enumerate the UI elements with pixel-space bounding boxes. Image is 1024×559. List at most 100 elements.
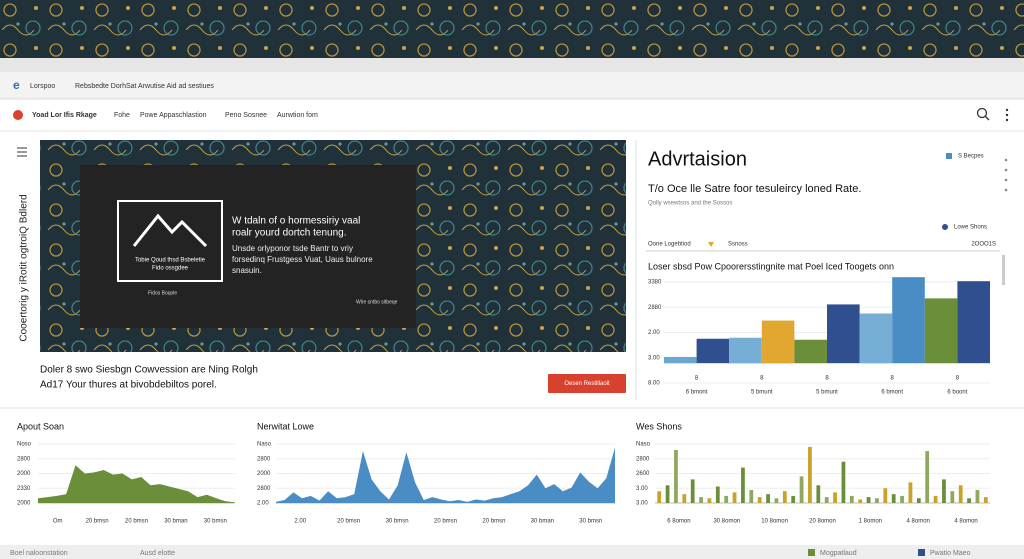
footer-bar <box>0 545 1024 559</box>
x-tick-top: 8 <box>825 376 829 382</box>
chart-title: Apout Soan <box>17 421 64 431</box>
nav-link[interactable]: Aurwtion fom <box>277 112 318 119</box>
x-tick-label: 6 boont <box>947 390 967 396</box>
nav-link[interactable]: Powe Appaschlastion <box>140 112 207 119</box>
badge-icon <box>946 153 952 159</box>
x-tick-top: 8 <box>760 376 764 382</box>
bar <box>833 492 837 503</box>
bar <box>957 281 990 363</box>
headline: roalr yourd dortch tenung. <box>232 228 347 239</box>
bar <box>827 304 860 363</box>
x-tick-top: 8 <box>956 376 960 382</box>
bar <box>892 277 925 363</box>
bar <box>699 497 703 503</box>
badge: S Becpes <box>958 154 984 160</box>
y-tick-label: 2600 <box>636 471 650 477</box>
brand[interactable]: Yoad Lor Ifis Rkage <box>32 112 97 119</box>
bar <box>715 486 720 503</box>
area <box>38 465 235 503</box>
x-tick-label: 5 bmunt <box>751 390 773 396</box>
hero-body: Unsde orlyponor tsde Bantr to vriy <box>232 244 353 253</box>
nav-link[interactable]: Peno Sosnee <box>225 112 267 119</box>
ad-title: Advrtaision <box>648 148 747 170</box>
logo-sub: Fido ossgdee <box>152 266 189 272</box>
bar <box>891 494 896 503</box>
address[interactable]: Rebsbedte DorhSat Arwutise Aid ad sestiu… <box>75 83 214 90</box>
bar <box>908 482 913 503</box>
hero-body: forsedinq Frustgess Vuat, Uaus bulnore <box>232 255 373 264</box>
bar <box>682 494 687 503</box>
logo <box>13 110 23 120</box>
chart-header: Oone Logebtiod <box>648 242 691 248</box>
bar <box>766 494 770 503</box>
x-tick-label: 6 8omon <box>667 519 690 525</box>
x-tick-label: 20 bmsn <box>482 519 505 525</box>
button-label[interactable]: Oesen Restillaoit <box>564 381 610 387</box>
x-tick-label: 1 8omon <box>859 519 882 525</box>
y-tick-label: 2000 <box>17 471 31 477</box>
bar <box>975 490 980 503</box>
side-text: Cooertorig y iRotit ogtroiQ Bdlerd <box>19 194 30 341</box>
bar <box>983 497 988 503</box>
bar <box>724 495 729 503</box>
x-tick-label: 30 bmsn <box>204 519 227 525</box>
bar <box>774 498 779 503</box>
x-tick-label: 30 bmsn <box>579 519 602 525</box>
hero-box <box>80 165 416 328</box>
nav-link[interactable]: Fohe <box>114 112 130 119</box>
bar <box>958 485 963 503</box>
bar <box>707 498 712 503</box>
bar <box>799 476 804 503</box>
bar <box>924 298 958 363</box>
y-tick-label: 2.00 <box>257 501 269 507</box>
bar <box>866 497 871 503</box>
gap <box>0 58 1024 72</box>
bar <box>729 337 762 363</box>
x-tick-label: 20 bmsn <box>86 519 109 525</box>
x-tick-label: 6 bmont <box>686 390 708 396</box>
chart-header: Ssnoss <box>728 242 748 248</box>
bar <box>794 339 827 363</box>
y-tick-label: Naso <box>257 442 272 448</box>
x-tick-label: 30 8omon <box>713 519 740 525</box>
side-icon[interactable] <box>17 147 27 157</box>
bar <box>816 485 821 503</box>
y-tick-label: 3.00 <box>636 486 648 492</box>
search-icon[interactable] <box>976 107 988 119</box>
menu-icon[interactable] <box>1005 108 1009 122</box>
y-tick-label: 2000 <box>257 471 271 477</box>
ad-note: Qolly wsewtsos and the Sossos <box>648 201 732 207</box>
bar <box>657 491 662 503</box>
bar <box>849 495 854 503</box>
bar <box>967 498 971 503</box>
browser-icon: e <box>13 78 20 92</box>
legend: Lowe Shons <box>954 225 987 231</box>
button[interactable] <box>548 374 626 393</box>
y-tick-label: 2000 <box>17 501 31 507</box>
y-tick-label: 2880 <box>648 305 662 311</box>
x-tick-label: 20 8omon <box>809 519 836 525</box>
bar <box>859 313 893 363</box>
caption: Doler 8 swo Siesbgn Cowvession are Ning … <box>40 365 258 376</box>
bar <box>942 479 946 503</box>
chart-title: Wes Shons <box>636 421 682 431</box>
x-tick-label: 30 bmsn <box>386 519 409 525</box>
logo-caption: Tobie Qoud thsd Bsbeletie <box>135 258 206 264</box>
y-tick-label: 2800 <box>17 456 31 462</box>
search-icon <box>984 115 990 121</box>
tab-title[interactable]: Lorspoo <box>30 83 55 90</box>
bar <box>741 467 745 503</box>
x-tick-label: 6 bmont <box>881 390 903 396</box>
footer-text: Mogpatlaud <box>820 550 857 557</box>
y-tick-label: 3.00 <box>636 501 648 507</box>
y-tick-label: 3.00 <box>648 355 660 361</box>
logo-frame <box>117 200 223 282</box>
bar <box>824 497 829 503</box>
chart-title: Nerwitat Lowe <box>257 421 314 431</box>
bar <box>916 498 921 503</box>
x-tick-label: 20 bmsn <box>337 519 360 525</box>
x-tick-top: 8 <box>695 376 699 382</box>
scrollbar <box>1002 255 1005 285</box>
footer-text: Ausd elotte <box>140 550 175 557</box>
